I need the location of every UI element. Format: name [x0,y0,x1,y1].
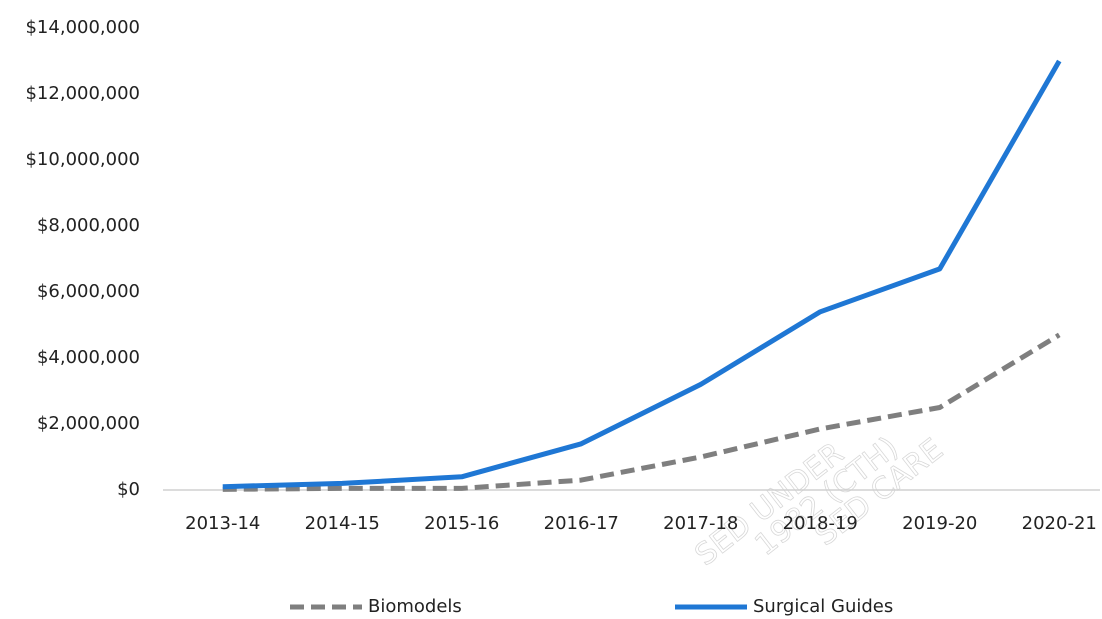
series-line [222,332,1061,492]
y-tick-label: $10,000,000 [25,149,140,170]
y-tick-label: $4,000,000 [37,347,140,368]
x-tick-label: 2020-21 [1022,513,1097,534]
x-tick-label: 2014-15 [305,513,380,534]
legend-label: Biomodels [368,596,462,617]
x-tick-label: 2018-19 [783,513,858,534]
y-tick-label: $6,000,000 [37,281,140,302]
y-tick-label: $2,000,000 [37,413,140,434]
x-tick-label: 2017-18 [663,513,738,534]
x-tick-label: 2013-14 [185,513,260,534]
y-tick-label: $0 [117,479,140,500]
x-tick-label: 2016-17 [544,513,619,534]
y-tick-label: $14,000,000 [25,17,140,38]
x-tick-label: 2019-20 [902,513,977,534]
y-tick-label: $12,000,000 [25,83,140,104]
x-tick-label: 2015-16 [424,513,499,534]
legend-label: Surgical Guides [753,596,893,617]
y-tick-label: $8,000,000 [37,215,140,236]
series-line [222,59,1062,490]
